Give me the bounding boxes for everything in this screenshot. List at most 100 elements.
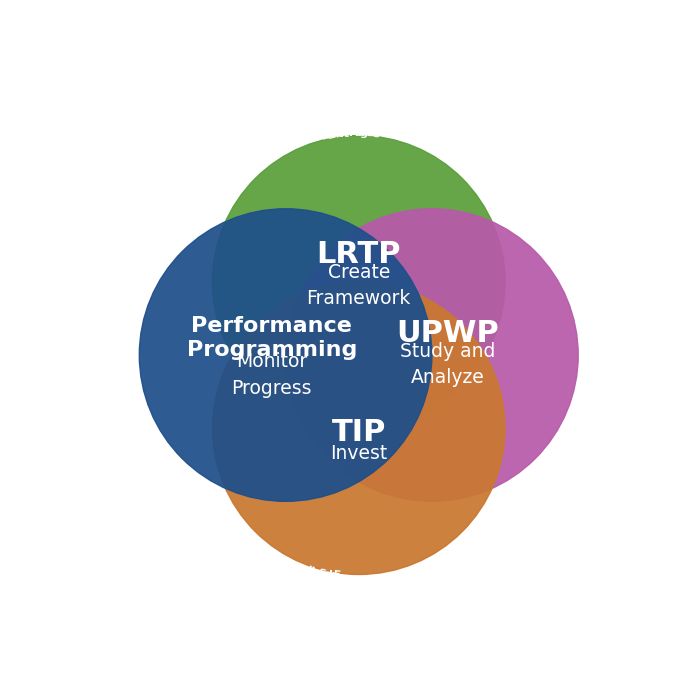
Text: o: o [531, 191, 547, 206]
Text: a: a [461, 560, 474, 575]
Text: r: r [587, 391, 601, 399]
Text: i: i [174, 190, 186, 202]
Text: P: P [349, 587, 359, 601]
Text: P: P [290, 561, 301, 573]
Text: o: o [589, 373, 603, 384]
Text: l: l [114, 340, 127, 345]
Text: o: o [519, 178, 535, 194]
Text: g: g [359, 128, 367, 139]
Text: e: e [482, 147, 496, 163]
Text: R: R [241, 157, 253, 170]
Text: n: n [331, 111, 341, 125]
Text: m: m [368, 587, 382, 600]
Text: s: s [587, 311, 601, 320]
Text: e: e [337, 587, 346, 600]
Text: l: l [487, 150, 498, 164]
Text: c: c [121, 288, 135, 299]
Text: s: s [264, 569, 276, 584]
Text: e: e [268, 144, 279, 157]
Text: d: d [271, 143, 282, 155]
Text: G: G [209, 155, 225, 172]
Text: e: e [278, 557, 288, 570]
Text: i: i [169, 197, 181, 209]
Text: V: V [181, 180, 197, 196]
Text: a: a [528, 507, 544, 522]
Text: d: d [308, 582, 319, 596]
Text: h: h [484, 545, 500, 561]
Text: l: l [221, 150, 232, 163]
Text: o: o [253, 547, 265, 559]
Text: l: l [305, 566, 312, 576]
Text: i: i [518, 177, 531, 189]
Text: e: e [475, 143, 489, 158]
Text: f: f [345, 110, 351, 123]
Text: M: M [285, 577, 301, 592]
Text: S: S [316, 568, 326, 579]
Text: P: P [230, 533, 242, 546]
Text: t: t [337, 111, 344, 124]
Text: S: S [131, 441, 147, 455]
Text: p: p [528, 188, 544, 203]
Circle shape [213, 282, 505, 575]
Text: n: n [262, 147, 273, 159]
Text: s: s [570, 444, 585, 456]
Text: e: e [360, 110, 370, 123]
Text: m: m [305, 582, 321, 597]
Text: t: t [466, 559, 477, 573]
Text: s: s [523, 182, 538, 196]
Text: r: r [281, 140, 290, 151]
Text: e: e [162, 202, 178, 217]
Text: j: j [288, 139, 295, 149]
Text: s: s [119, 404, 134, 414]
Text: e: e [303, 581, 314, 596]
Text: i: i [342, 110, 347, 123]
Text: i: i [191, 173, 204, 186]
Text: y: y [348, 110, 357, 123]
Text: s: s [182, 490, 194, 502]
Text: E: E [113, 350, 127, 359]
Text: s: s [188, 174, 202, 189]
Text: r: r [181, 514, 194, 528]
Text: r: r [535, 195, 549, 208]
Text: m: m [208, 517, 223, 532]
Text: c: c [267, 570, 279, 585]
Text: L: L [363, 587, 371, 600]
Text: g: g [190, 500, 202, 512]
Text: Monitor
Progress: Monitor Progress [232, 352, 312, 398]
Text: P: P [393, 583, 405, 598]
Text: t: t [176, 187, 190, 200]
Text: R: R [341, 587, 351, 600]
Text: a: a [174, 508, 189, 523]
Text: a: a [374, 586, 384, 600]
Text: I: I [321, 112, 327, 126]
Text: m: m [367, 128, 379, 139]
Text: v: v [591, 362, 604, 370]
Text: P: P [291, 578, 304, 593]
Text: m: m [312, 567, 325, 579]
Text: h: h [534, 500, 550, 516]
Text: e: e [590, 365, 603, 375]
Text: n: n [204, 514, 216, 526]
Text: o: o [284, 560, 295, 572]
Text: p: p [573, 435, 589, 449]
Text: v: v [319, 131, 328, 141]
Text: n: n [299, 580, 311, 595]
Text: o: o [212, 153, 227, 169]
Text: d: d [323, 111, 333, 125]
Text: f: f [186, 520, 200, 533]
Text: m: m [254, 149, 269, 163]
Text: n: n [312, 583, 323, 597]
Text: g: g [382, 585, 393, 599]
Text: s: s [215, 522, 226, 534]
Text: d: d [323, 569, 332, 580]
Text: e: e [575, 265, 590, 278]
Text: o: o [193, 169, 208, 184]
Text: &: & [305, 132, 316, 144]
Text: c: c [247, 155, 258, 167]
Text: a: a [511, 170, 526, 186]
Text: r: r [123, 420, 138, 430]
Text: a: a [468, 556, 482, 571]
Text: u: u [114, 333, 127, 343]
Text: t: t [129, 435, 143, 445]
Text: e: e [336, 129, 344, 139]
